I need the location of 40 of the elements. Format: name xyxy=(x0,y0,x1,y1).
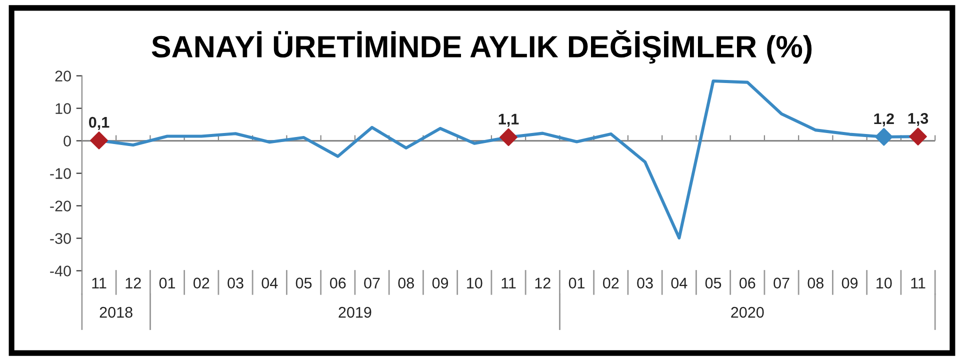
x-tick-label: 09 xyxy=(842,278,858,288)
text: 2019 xyxy=(338,306,372,318)
data-label: 1,3 xyxy=(908,113,928,126)
x-tick-label: 05 xyxy=(705,278,722,288)
x-tick-label: 04 xyxy=(671,278,688,288)
x-tick-label: 10 xyxy=(467,278,482,288)
text: 2018 xyxy=(100,306,132,318)
data-label: 1,1 xyxy=(498,114,519,127)
x-tick-label: 07 xyxy=(774,278,790,288)
x-tick-label: 12 xyxy=(126,278,141,288)
y-tick-label: 0 xyxy=(64,136,71,146)
x-tick-label: 01 xyxy=(568,278,585,288)
x-tick-label: 02 xyxy=(193,278,210,288)
x-tick-label: 10 xyxy=(876,278,892,288)
x-tick-label: 11 xyxy=(911,278,926,288)
x-tick-label: 09 xyxy=(432,278,448,288)
y-tick-label: 10 xyxy=(56,103,71,114)
x-tick-label: 03 xyxy=(637,278,653,288)
x-tick-label: 07 xyxy=(364,278,380,288)
text: 2020 xyxy=(731,306,764,318)
y-tick-label: -10 xyxy=(50,168,71,179)
y-tick-label: -30 xyxy=(50,233,71,244)
x-tick-label: 03 xyxy=(228,278,244,288)
data-label: 0,1 xyxy=(88,116,110,130)
x-tick-label: 06 xyxy=(739,278,756,288)
x-tick-label: 05 xyxy=(296,278,312,288)
y-tick-label: -20 xyxy=(50,200,71,212)
data-label: 1,2 xyxy=(874,113,894,126)
y-tick-label: 20 xyxy=(55,70,71,82)
y-tick-label: -40 xyxy=(50,266,71,276)
x-tick-label: 04 xyxy=(262,278,278,288)
x-tick-label: 12 xyxy=(535,278,550,288)
x-tick-label: 08 xyxy=(398,278,414,288)
x-tick-label: 11 xyxy=(502,278,516,288)
x-tick-label: 02 xyxy=(602,278,619,288)
x-tick-label: 06 xyxy=(330,278,346,288)
x-tick-label: 01 xyxy=(159,278,176,288)
x-tick-label: 08 xyxy=(808,278,824,288)
x-tick-label: 11 xyxy=(92,278,106,288)
chart-title: SANAYİ ÜRETİMİNDE AYLIK DEĞİŞİMLER (%) xyxy=(152,30,812,64)
